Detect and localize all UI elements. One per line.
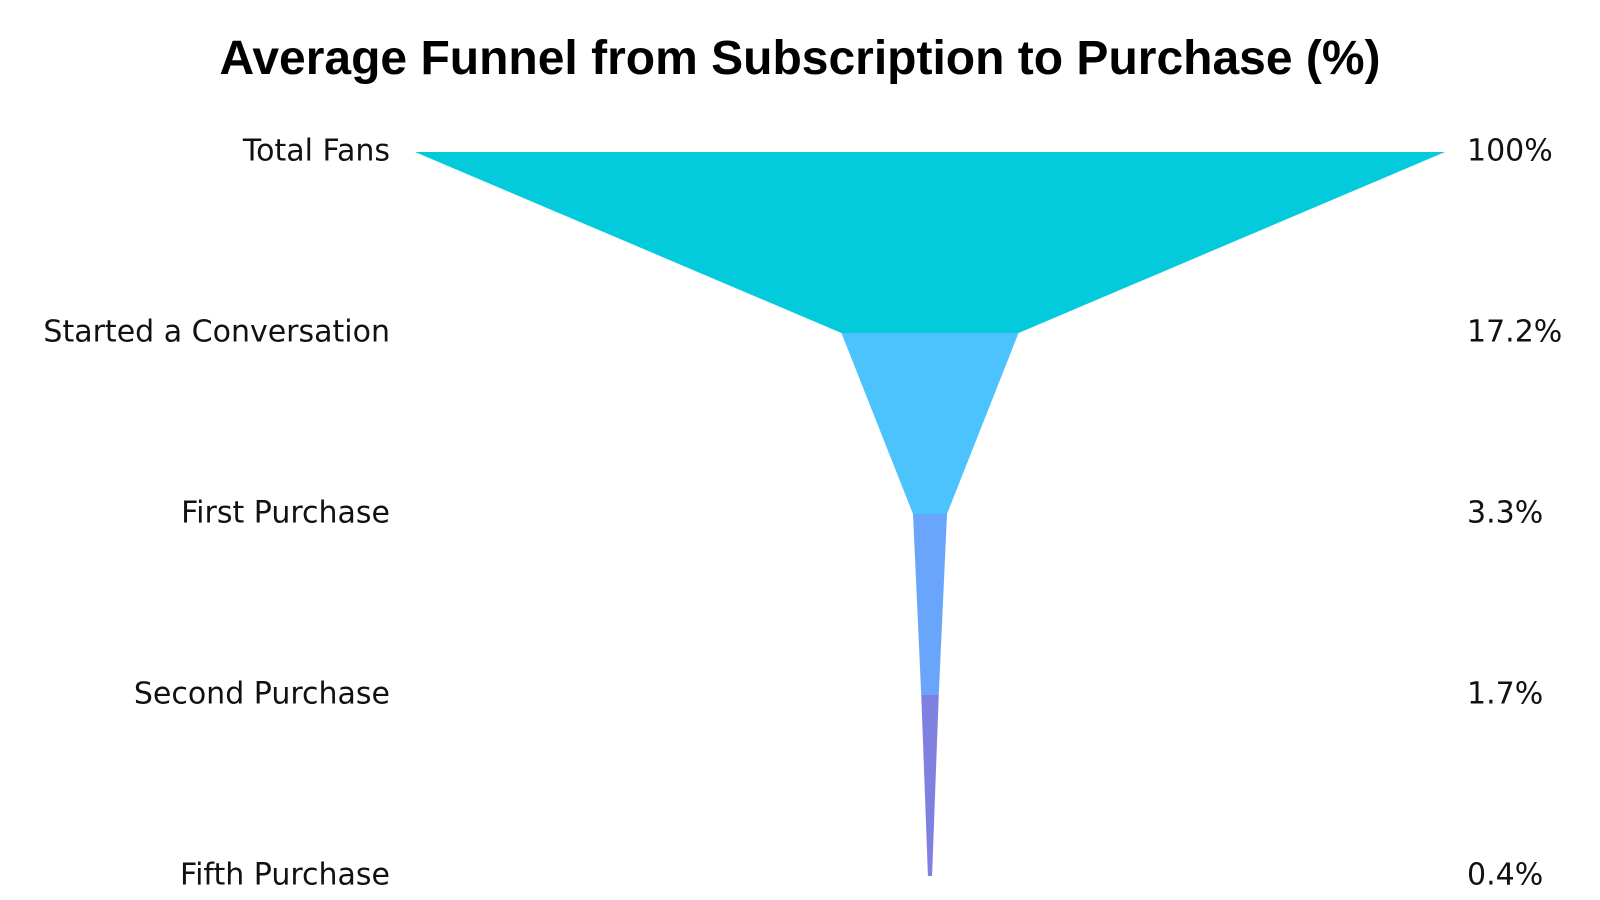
funnel-segments <box>415 152 1445 876</box>
value-label-4: 1.7% <box>1467 677 1543 712</box>
stage-label-3: First Purchase <box>181 496 390 531</box>
funnel-segment-3 <box>913 514 947 695</box>
stage-labels: Total Fans Started a Conversation First Pu… <box>43 134 390 893</box>
value-labels: 100% 17.2% 3.3% 1.7% 0.4% <box>1467 134 1562 893</box>
funnel-segment-4 <box>921 695 939 876</box>
funnel-segment-2 <box>841 333 1019 514</box>
stage-label-1: Total Fans <box>242 134 390 169</box>
value-label-5: 0.4% <box>1467 858 1543 893</box>
funnel-segment-1 <box>415 152 1445 333</box>
value-label-2: 17.2% <box>1467 315 1562 350</box>
stage-label-2: Started a Conversation <box>43 315 390 350</box>
value-label-3: 3.3% <box>1467 496 1543 531</box>
value-label-1: 100% <box>1467 134 1553 169</box>
stage-label-5: Fifth Purchase <box>180 858 390 893</box>
stage-label-4: Second Purchase <box>134 677 390 712</box>
chart-title: Average Funnel from Subscription to Purc… <box>219 32 1381 85</box>
